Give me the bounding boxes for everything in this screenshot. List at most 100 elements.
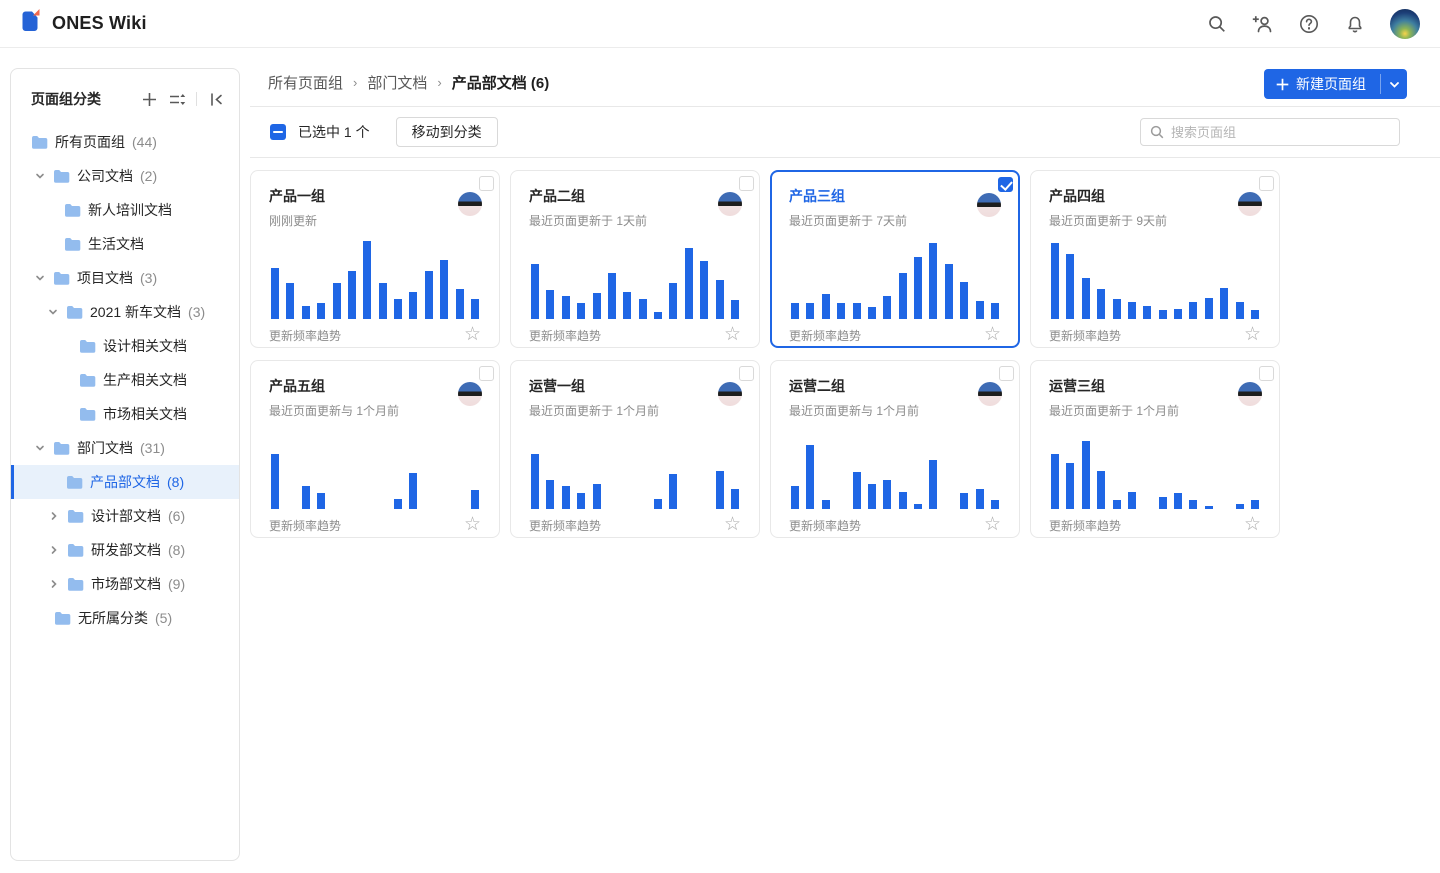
sidebar-item-design-related-docs[interactable]: 设计相关文档 bbox=[11, 329, 239, 363]
chart-bar bbox=[1051, 243, 1059, 319]
card-checkbox-checked[interactable] bbox=[998, 177, 1013, 192]
collapse-sidebar-icon[interactable] bbox=[207, 90, 225, 108]
bell-icon[interactable] bbox=[1344, 13, 1366, 35]
card-update-time: 最近页面更新于 1个月前 bbox=[1049, 404, 1180, 418]
favorite-star-icon[interactable]: ☆ bbox=[983, 514, 1001, 535]
chevron-down-icon[interactable] bbox=[47, 306, 59, 318]
page-group-card[interactable]: 运营二组 最近页面更新与 1个月前 更新频率趋势 ☆ bbox=[770, 360, 1020, 538]
sidebar-item-department-docs[interactable]: 部门文档 (31) bbox=[11, 431, 239, 465]
sidebar-item-market-related-docs[interactable]: 市场相关文档 bbox=[11, 397, 239, 431]
sidebar-item-all-page-groups[interactable]: 所有页面组 (44) bbox=[11, 125, 239, 159]
search-page-group-box[interactable] bbox=[1140, 118, 1400, 146]
page-group-card[interactable]: 产品一组 刚刚更新 更新频率趋势 ☆ bbox=[250, 170, 500, 348]
favorite-star-icon[interactable]: ☆ bbox=[1243, 514, 1261, 535]
card-checkbox[interactable] bbox=[999, 366, 1014, 381]
sidebar-item-2021-newcar-docs[interactable]: 2021 新车文档 (3) bbox=[11, 295, 239, 329]
sidebar-item-production-related-docs[interactable]: 生产相关文档 bbox=[11, 363, 239, 397]
app-brand[interactable]: ONES Wiki bbox=[18, 8, 147, 39]
page-group-card-selected[interactable]: 产品三组 最近页面更新于 7天前 更新频率趋势 ☆ bbox=[770, 170, 1020, 348]
search-input[interactable] bbox=[1171, 124, 1390, 140]
page-group-card[interactable]: 产品四组 最近页面更新于 9天前 更新频率趋势 ☆ bbox=[1030, 170, 1280, 348]
chart-bar bbox=[592, 484, 601, 509]
user-avatar[interactable] bbox=[1390, 8, 1420, 39]
card-checkbox[interactable] bbox=[739, 366, 754, 381]
folder-icon bbox=[80, 408, 96, 421]
chart-bar bbox=[470, 490, 479, 509]
select-all-checkbox[interactable] bbox=[270, 124, 286, 140]
card-checkbox[interactable] bbox=[1259, 366, 1274, 381]
folder-icon bbox=[65, 204, 81, 217]
sidebar-item-design-dept-docs[interactable]: 设计部文档 (6) bbox=[11, 499, 239, 533]
chart-bar bbox=[1081, 441, 1090, 509]
divider bbox=[1380, 74, 1381, 94]
chart-bar bbox=[791, 486, 799, 509]
move-to-category-button[interactable]: 移动到分类 bbox=[395, 117, 498, 147]
update-frequency-chart bbox=[1049, 241, 1261, 319]
chevron-down-icon[interactable] bbox=[34, 272, 46, 284]
sidebar-item-rd-dept-docs[interactable]: 研发部文档 (8) bbox=[11, 533, 239, 567]
chevron-down-icon[interactable] bbox=[34, 442, 46, 454]
sidebar-item-project-docs[interactable]: 项目文档 (3) bbox=[11, 261, 239, 295]
chart-bar bbox=[1204, 506, 1213, 509]
favorite-star-icon[interactable]: ☆ bbox=[463, 514, 481, 535]
card-checkbox[interactable] bbox=[739, 176, 754, 191]
chevron-right-icon[interactable] bbox=[48, 578, 60, 590]
folder-icon bbox=[54, 272, 70, 285]
sidebar-title: 页面组分类 bbox=[31, 91, 101, 107]
chart-bar bbox=[1158, 497, 1167, 509]
page-group-card[interactable]: 产品二组 最近页面更新于 1天前 更新频率趋势 ☆ bbox=[510, 170, 760, 348]
trend-label: 更新频率趋势 bbox=[1049, 328, 1122, 343]
card-checkbox[interactable] bbox=[479, 366, 494, 381]
page-group-card[interactable]: 运营一组 最近页面更新于 1个月前 更新频率趋势 ☆ bbox=[510, 360, 760, 538]
sidebar-item-company-docs[interactable]: 公司文档 (2) bbox=[11, 159, 239, 193]
item-label: 研发部文档 bbox=[91, 542, 161, 558]
chart-bar bbox=[1250, 500, 1259, 509]
chart-bar bbox=[867, 484, 876, 509]
app-title: ONES Wiki bbox=[52, 13, 147, 33]
sidebar-item-life-docs[interactable]: 生活文档 bbox=[11, 227, 239, 261]
favorite-star-icon[interactable]: ☆ bbox=[1243, 324, 1261, 345]
add-user-icon[interactable] bbox=[1252, 13, 1274, 35]
sidebar-item-market-dept-docs[interactable]: 市场部文档 (9) bbox=[11, 567, 239, 601]
add-category-icon[interactable] bbox=[140, 90, 158, 108]
card-update-time: 最近页面更新于 9天前 bbox=[1049, 214, 1168, 228]
sort-icon[interactable] bbox=[168, 90, 186, 108]
favorite-star-icon[interactable]: ☆ bbox=[723, 324, 741, 345]
chevron-down-icon[interactable] bbox=[34, 170, 46, 182]
card-checkbox[interactable] bbox=[1259, 176, 1274, 191]
chart-bar bbox=[914, 504, 922, 509]
chart-bar bbox=[730, 300, 739, 319]
chart-bar bbox=[577, 303, 586, 319]
group-flag-avatar bbox=[978, 382, 1002, 406]
chevron-right-icon[interactable] bbox=[48, 510, 60, 522]
breadcrumb-all-page-groups[interactable]: 所有页面组 bbox=[268, 75, 344, 92]
card-checkbox[interactable] bbox=[479, 176, 494, 191]
update-frequency-chart bbox=[789, 241, 1001, 319]
category-tree: 所有页面组 (44) 公司文档 (2) 新人培训文档 生活文档 项目文档 (3) bbox=[11, 125, 239, 635]
chart-bar bbox=[424, 271, 433, 319]
page-group-card[interactable]: 运营三组 最近页面更新于 1个月前 更新频率趋势 ☆ bbox=[1030, 360, 1280, 538]
sidebar-item-product-dept-docs[interactable]: 产品部文档 (8) bbox=[11, 465, 239, 499]
chart-bar bbox=[531, 454, 539, 509]
sidebar-item-uncategorized[interactable]: 无所属分类 (5) bbox=[11, 601, 239, 635]
page-group-card[interactable]: 产品五组 最近页面更新与 1个月前 更新频率趋势 ☆ bbox=[250, 360, 500, 538]
sidebar-item-newcomer-training-docs[interactable]: 新人培训文档 bbox=[11, 193, 239, 227]
chart-bar bbox=[1220, 288, 1229, 319]
card-title: 产品四组 bbox=[1049, 188, 1105, 204]
card-update-time: 最近页面更新于 1个月前 bbox=[529, 404, 660, 418]
search-icon[interactable] bbox=[1206, 13, 1228, 35]
chart-bar bbox=[1189, 500, 1198, 509]
card-title: 运营二组 bbox=[789, 378, 845, 394]
update-frequency-chart bbox=[529, 241, 741, 319]
favorite-star-icon[interactable]: ☆ bbox=[723, 514, 741, 535]
chevron-right-icon[interactable] bbox=[48, 544, 60, 556]
favorite-star-icon[interactable]: ☆ bbox=[463, 324, 481, 345]
help-icon[interactable] bbox=[1298, 13, 1320, 35]
new-page-group-button[interactable]: 新建页面组 bbox=[1264, 69, 1380, 99]
new-page-group-dropdown[interactable] bbox=[1381, 69, 1407, 99]
update-frequency-chart bbox=[1049, 431, 1261, 509]
card-title: 产品三组 bbox=[789, 188, 845, 204]
update-frequency-chart bbox=[789, 431, 1001, 509]
breadcrumb-department-docs[interactable]: 部门文档 bbox=[367, 75, 428, 92]
favorite-star-icon[interactable]: ☆ bbox=[983, 324, 1001, 345]
